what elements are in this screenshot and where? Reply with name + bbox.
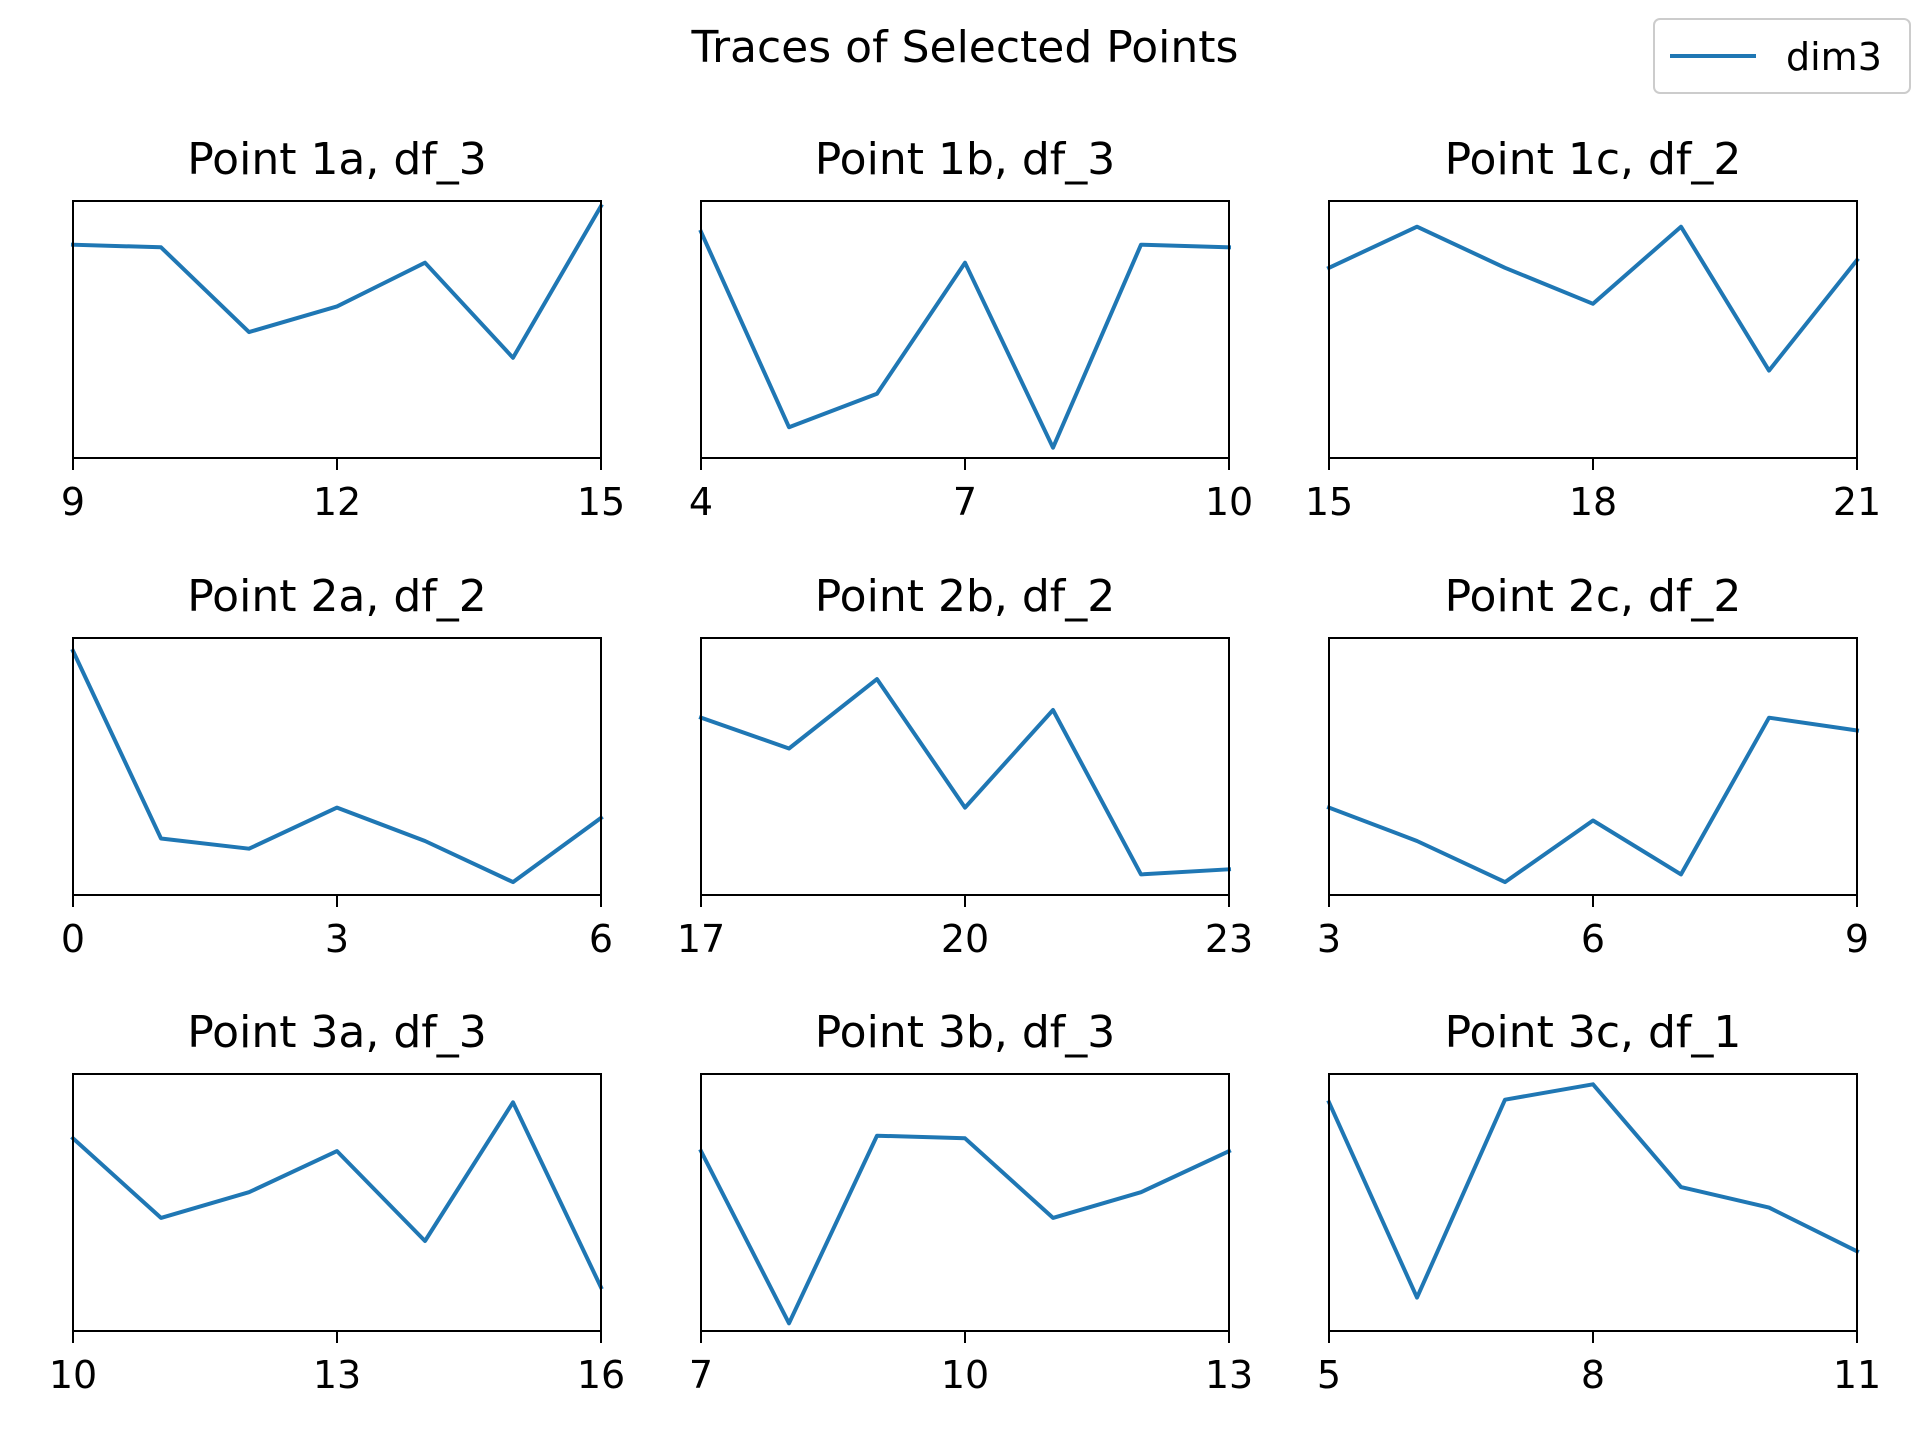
subplot-1-title: Point 1a, df_3 <box>187 134 487 185</box>
subplot-5-title: Point 2b, df_2 <box>815 571 1116 622</box>
subplot-4-x-tick-label-2: 6 <box>589 917 613 961</box>
subplot-3: Point 1c, df_2 15 18 21 <box>1305 134 1881 524</box>
subplot-4-x-tick-label-0: 0 <box>61 917 85 961</box>
subplot-2-x-tick-label-0: 4 <box>689 480 713 524</box>
subplot-9-x-tick-label-2: 11 <box>1833 1353 1881 1397</box>
subplot-3-x-tick-label-2: 21 <box>1833 480 1881 524</box>
subplot-5: Point 2b, df_2 17 20 23 <box>677 571 1253 961</box>
subplot-2-x-tick-label-2: 10 <box>1205 480 1253 524</box>
subplot-3-title: Point 1c, df_2 <box>1445 134 1742 185</box>
subplot-3-x-tick-label-1: 18 <box>1569 480 1617 524</box>
subplot-7: Point 3a, df_3 10 13 16 <box>49 1007 625 1397</box>
legend: dim3 <box>1653 18 1911 94</box>
subplot-8-title: Point 3b, df_3 <box>815 1007 1116 1058</box>
legend-label: dim3 <box>1786 35 1882 79</box>
subplot-9-x-tick-label-1: 8 <box>1581 1353 1605 1397</box>
subplot-8-x-tick-label-0: 7 <box>689 1353 713 1397</box>
subplot-2-x-tick-label-1: 7 <box>953 480 977 524</box>
subplot-1-x-tick-label-1: 12 <box>313 480 361 524</box>
subplot-9-title: Point 3c, df_1 <box>1445 1007 1742 1058</box>
subplot-4: Point 2a, df_2 0 3 6 <box>61 571 613 961</box>
subplot-7-x-tick-label-0: 10 <box>49 1353 97 1397</box>
subplot-6-x-tick-label-1: 6 <box>1581 917 1605 961</box>
subplot-8: Point 3b, df_3 7 10 13 <box>689 1007 1253 1397</box>
subplot-6-title: Point 2c, df_2 <box>1445 571 1742 622</box>
subplot-2-title: Point 1b, df_3 <box>815 134 1116 185</box>
subplot-9-x-tick-label-0: 5 <box>1317 1353 1341 1397</box>
subplot-7-x-tick-label-1: 13 <box>313 1353 361 1397</box>
subplot-5-x-tick-label-0: 17 <box>677 917 725 961</box>
subplot-7-title: Point 3a, df_3 <box>187 1007 487 1058</box>
legend-frame <box>1653 18 1911 94</box>
subplot-1-x-tick-label-0: 9 <box>61 480 85 524</box>
figure-title: Traces of Selected Points <box>691 22 1239 73</box>
subplot-6-x-tick-label-0: 3 <box>1317 917 1341 961</box>
subplot-1: Point 1a, df_3 9 12 15 <box>61 134 625 524</box>
subplot-8-x-tick-label-1: 10 <box>941 1353 989 1397</box>
subplot-4-title: Point 2a, df_2 <box>187 571 487 622</box>
subplot-8-x-tick-label-2: 13 <box>1205 1353 1253 1397</box>
subplot-7-x-tick-label-2: 16 <box>577 1353 625 1397</box>
subplot-6: Point 2c, df_2 3 6 9 <box>1317 571 1869 961</box>
subplot-6-x-tick-label-2: 9 <box>1845 917 1869 961</box>
subplot-5-x-tick-label-1: 20 <box>941 917 989 961</box>
subplot-5-x-tick-label-2: 23 <box>1205 917 1253 961</box>
subplot-9: Point 3c, df_1 5 8 11 <box>1317 1007 1881 1397</box>
subplot-1-x-tick-label-2: 15 <box>577 480 625 524</box>
subplot-2: Point 1b, df_3 4 7 10 <box>689 134 1253 524</box>
subplot-3-x-tick-label-0: 15 <box>1305 480 1353 524</box>
subplot-4-x-tick-label-1: 3 <box>325 917 349 961</box>
